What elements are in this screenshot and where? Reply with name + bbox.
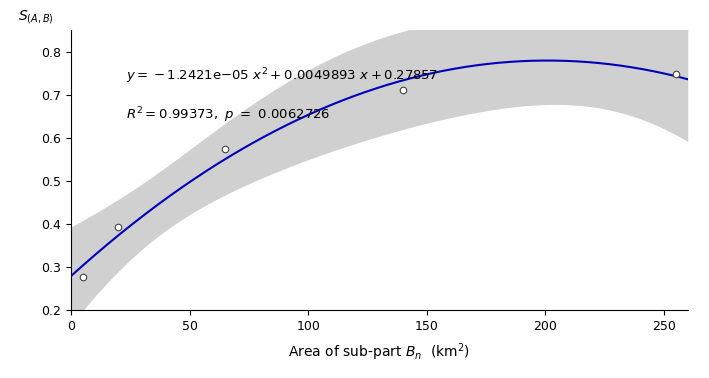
Point [77, 274, 89, 280]
Text: $y=-1.2421\mathrm{e}{-05}\ x^2+0.0049893\ x+0.27857$: $y=-1.2421\mathrm{e}{-05}\ x^2+0.0049893… [126, 67, 438, 86]
Point [220, 146, 231, 152]
Point [113, 224, 124, 230]
X-axis label: Area of sub-part $B_n$  (km$^2$): Area of sub-part $B_n$ (km$^2$) [289, 341, 470, 363]
Text: $S_{(A,B)}$: $S_{(A,B)}$ [18, 8, 55, 26]
Point [670, 71, 681, 77]
Point [397, 87, 408, 93]
Text: $R^2=0.99373,\ p\ =\ 0.0062726$: $R^2=0.99373,\ p\ =\ 0.0062726$ [126, 106, 331, 125]
